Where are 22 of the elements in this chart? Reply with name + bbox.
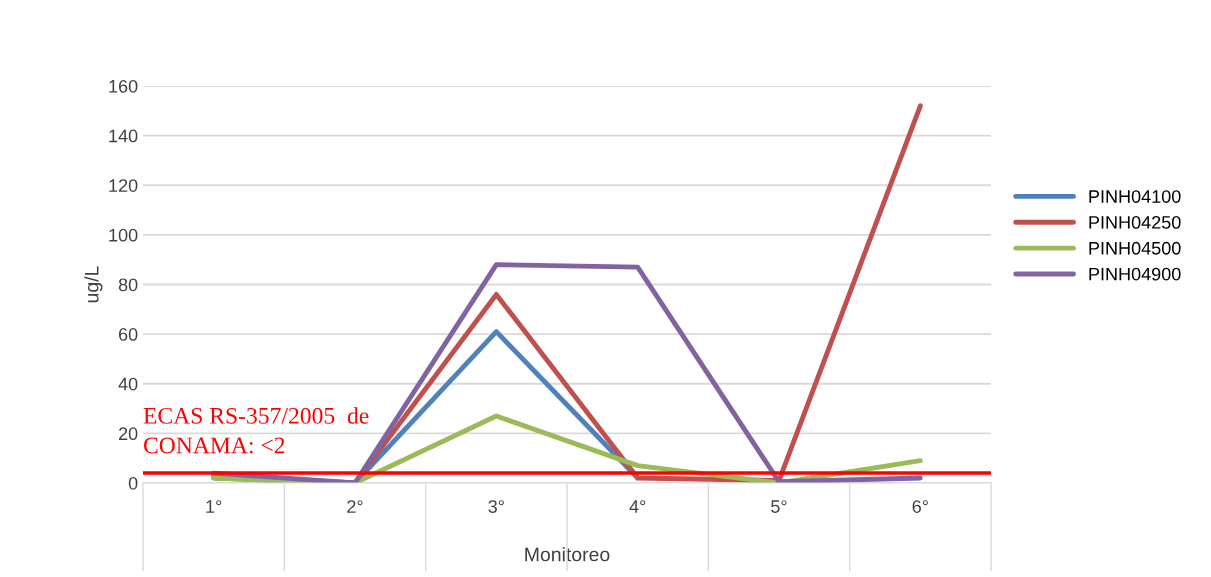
- y-tick-label: 120: [109, 179, 138, 192]
- x-axis-title: Monitoreo: [525, 547, 610, 562]
- x-tick-label: 4°: [629, 500, 646, 513]
- y-tick-label: 0: [128, 476, 138, 490]
- y-tick-label: 60: [118, 328, 138, 341]
- x-tick-label: 3°: [488, 500, 504, 513]
- y-axis-title: ug/L: [84, 266, 103, 303]
- y-tick-label: 140: [109, 129, 138, 143]
- legend-label: PINH04100: [1089, 190, 1181, 203]
- x-tick-label: 2°: [347, 500, 363, 513]
- x-tick-label: 1°: [206, 500, 222, 513]
- legend-label: PINH04900: [1089, 267, 1181, 281]
- y-tick-label: 160: [109, 79, 138, 93]
- y-tick-label: 100: [109, 228, 138, 242]
- y-tick-label: 20: [118, 427, 138, 441]
- legend-label: PINH04250: [1089, 215, 1181, 229]
- x-tick-label: 6°: [912, 500, 928, 513]
- legend-label: PINH04500: [1089, 241, 1181, 255]
- ref-line-label: ECAS RS-357/2005 de CONAMA: <2: [143, 407, 369, 454]
- y-tick-label: 40: [118, 377, 138, 391]
- x-tick-label: 5°: [771, 500, 787, 513]
- y-tick-label: 80: [118, 278, 138, 292]
